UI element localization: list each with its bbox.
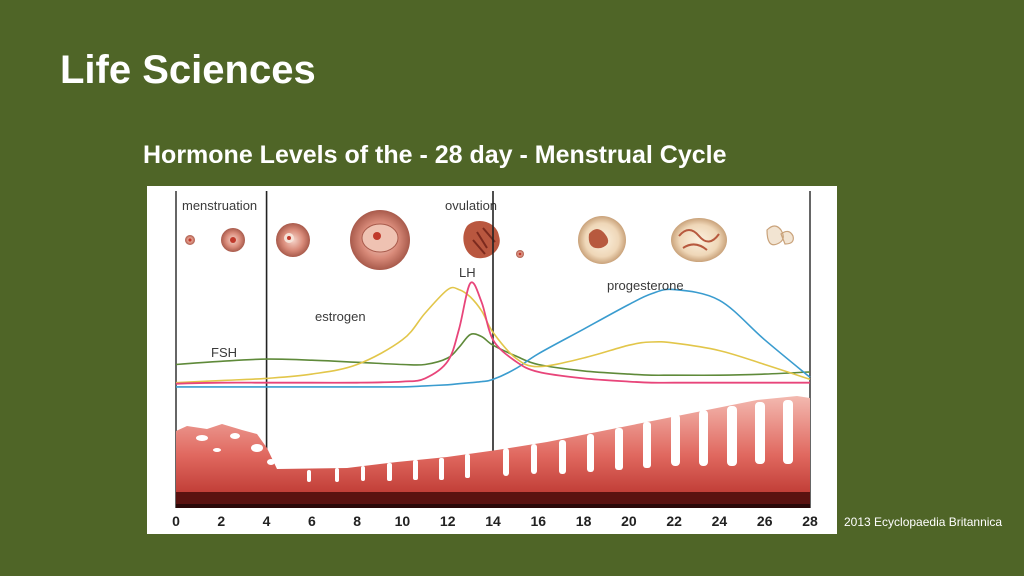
day-tick-4: 4 bbox=[263, 513, 271, 529]
label-fsh: FSH bbox=[211, 345, 237, 360]
corpus-albicans bbox=[766, 225, 794, 246]
day-tick-14: 14 bbox=[485, 513, 501, 529]
image-credit: 2013 Ecyclopaedia Britannica bbox=[844, 515, 1003, 529]
day-tick-0: 0 bbox=[172, 513, 180, 529]
label-menstruation: menstruation bbox=[182, 198, 257, 213]
day-tick-12: 12 bbox=[440, 513, 456, 529]
day-tick-28: 28 bbox=[802, 513, 818, 529]
hormone-cycle-figure: menstruation ovulation bbox=[147, 186, 837, 534]
progesterone-curve bbox=[176, 288, 811, 388]
slide-subtitle: Hormone Levels of the - 28 day - Menstru… bbox=[143, 141, 727, 169]
day-axis: 0 2 4 6 8 10 12 14 16 18 20 22 24 26 28 bbox=[172, 513, 818, 529]
day-tick-8: 8 bbox=[353, 513, 361, 529]
follicle-illustrations bbox=[185, 210, 794, 270]
endometrium-lining bbox=[176, 396, 810, 508]
day-tick-16: 16 bbox=[530, 513, 546, 529]
slide-title: Life Sciences bbox=[60, 48, 316, 92]
day-tick-6: 6 bbox=[308, 513, 316, 529]
day-tick-20: 20 bbox=[621, 513, 637, 529]
estrogen-curve bbox=[175, 286, 811, 384]
label-lh: LH bbox=[459, 265, 476, 280]
day-tick-26: 26 bbox=[757, 513, 773, 529]
lh-curve bbox=[175, 281, 810, 385]
day-tick-2: 2 bbox=[217, 513, 225, 529]
fsh-curve bbox=[175, 333, 811, 377]
day-tick-18: 18 bbox=[576, 513, 592, 529]
label-estrogen: estrogen bbox=[315, 309, 366, 324]
label-progesterone: progesterone bbox=[607, 278, 684, 293]
day-tick-22: 22 bbox=[666, 513, 682, 529]
label-ovulation: ovulation bbox=[445, 198, 497, 213]
hormone-cycle-diagram: menstruation ovulation bbox=[172, 191, 818, 529]
corpus-luteum-2 bbox=[671, 218, 727, 262]
day-tick-24: 24 bbox=[712, 513, 728, 529]
day-tick-10: 10 bbox=[395, 513, 411, 529]
